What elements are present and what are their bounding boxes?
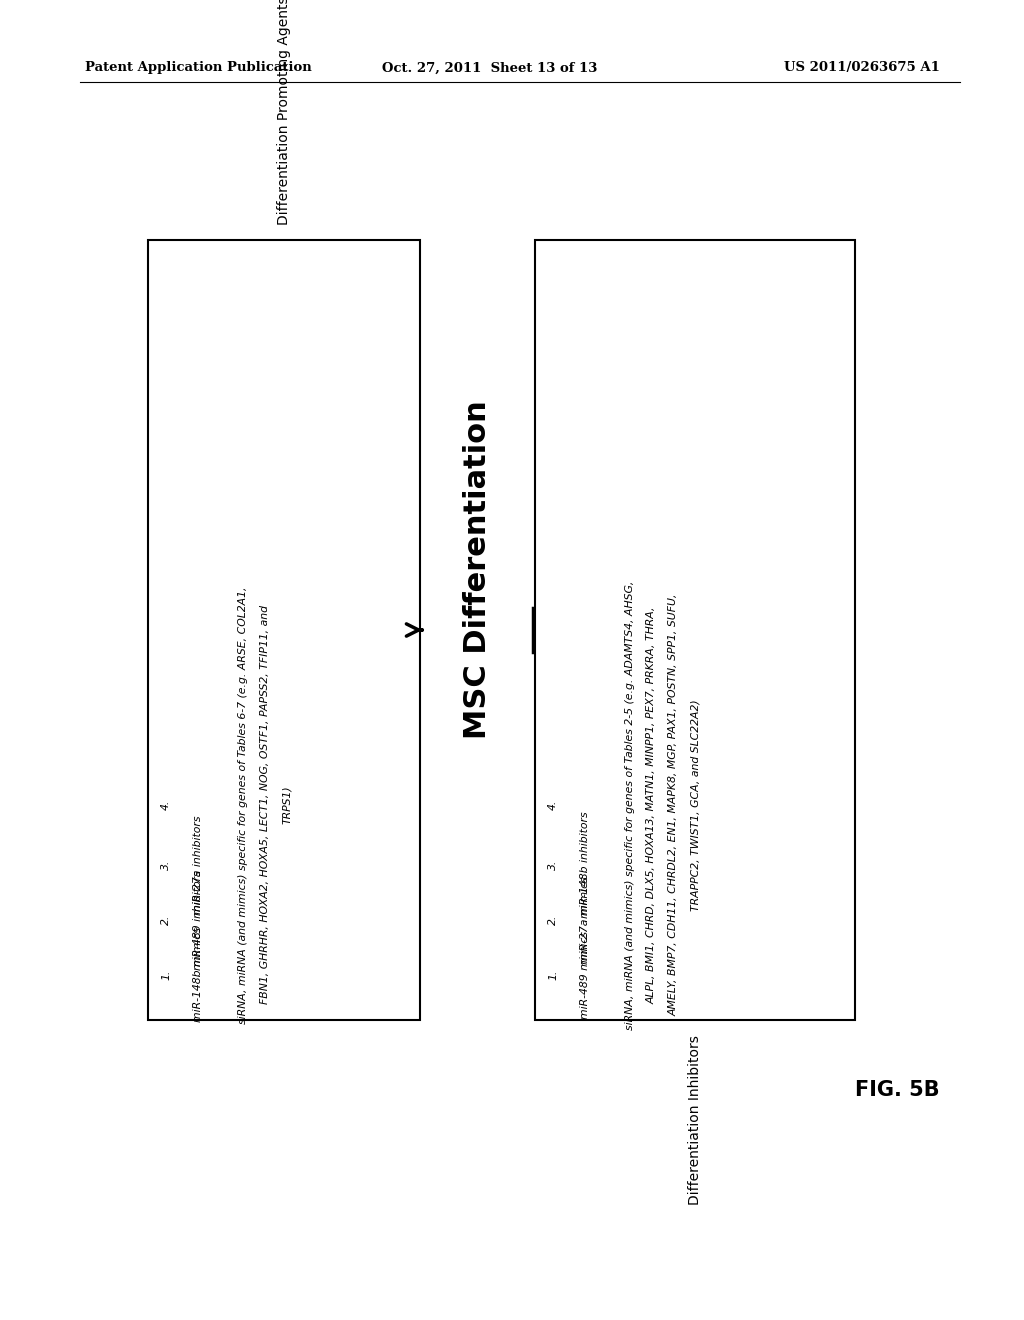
Text: US 2011/0263675 A1: US 2011/0263675 A1 <box>784 62 940 74</box>
Text: miR-489 inhibitors: miR-489 inhibitors <box>193 870 203 970</box>
Text: 1.: 1. <box>548 970 558 981</box>
Text: miR-27a inhibitors: miR-27a inhibitors <box>193 816 203 915</box>
Text: Differentiation Promoting Agents: Differentiation Promoting Agents <box>278 0 291 224</box>
Text: 4.: 4. <box>548 800 558 810</box>
Text: Differentiation Inhibitors: Differentiation Inhibitors <box>688 1035 702 1205</box>
Text: Patent Application Publication: Patent Application Publication <box>85 62 311 74</box>
Text: FBN1, GHRHR, HOXA2, HOXA5, LECT1, NOG, OSTF1, PAPSS2, TFIP11, and: FBN1, GHRHR, HOXA2, HOXA5, LECT1, NOG, O… <box>260 606 270 1005</box>
Text: TRPS1): TRPS1) <box>282 785 292 824</box>
Text: 4.: 4. <box>161 800 171 810</box>
Text: MSC Differentiation: MSC Differentiation <box>463 401 492 739</box>
Text: FIG. 5B: FIG. 5B <box>855 1080 940 1100</box>
Text: 2.: 2. <box>548 915 558 925</box>
Text: siRNA, miRNA (and mimics) specific for genes of Tables 6-7 (e.g. ARSE, COL2A1,: siRNA, miRNA (and mimics) specific for g… <box>238 586 248 1024</box>
Bar <box>535 240 855 1020</box>
Text: miR-148b inhibitors: miR-148b inhibitors <box>580 812 590 919</box>
Text: miR-27a mimics: miR-27a mimics <box>580 876 590 964</box>
Text: miR-148b mimics: miR-148b mimics <box>193 928 203 1023</box>
Text: miR-489 mimics: miR-489 mimics <box>580 931 590 1019</box>
Text: AMELY, BMP7, CDH11, CHRDL2, EN1, MAPK8, MGP, PAX1, POSTN, SPP1, SUFU,: AMELY, BMP7, CDH11, CHRDL2, EN1, MAPK8, … <box>669 594 679 1016</box>
Text: 1.: 1. <box>161 970 171 981</box>
Text: 2.: 2. <box>161 915 171 925</box>
Text: siRNA, miRNA (and mimics) specific for genes of Tables 2-5 (e.g. ADAMTS4, AHSG,: siRNA, miRNA (and mimics) specific for g… <box>625 581 635 1030</box>
Text: 3.: 3. <box>548 859 558 870</box>
Text: ALPL, BMI1, CHRD, DLX5, HOXA13, MATN1, MINPP1, PEX7, PRKRA, THRA,: ALPL, BMI1, CHRD, DLX5, HOXA13, MATN1, M… <box>647 606 657 1003</box>
Bar <box>148 240 420 1020</box>
Text: 3.: 3. <box>161 859 171 870</box>
Text: TRAPPC2, TWIST1, GCA, and SLC22A2): TRAPPC2, TWIST1, GCA, and SLC22A2) <box>691 700 701 911</box>
Text: Oct. 27, 2011  Sheet 13 of 13: Oct. 27, 2011 Sheet 13 of 13 <box>382 62 598 74</box>
